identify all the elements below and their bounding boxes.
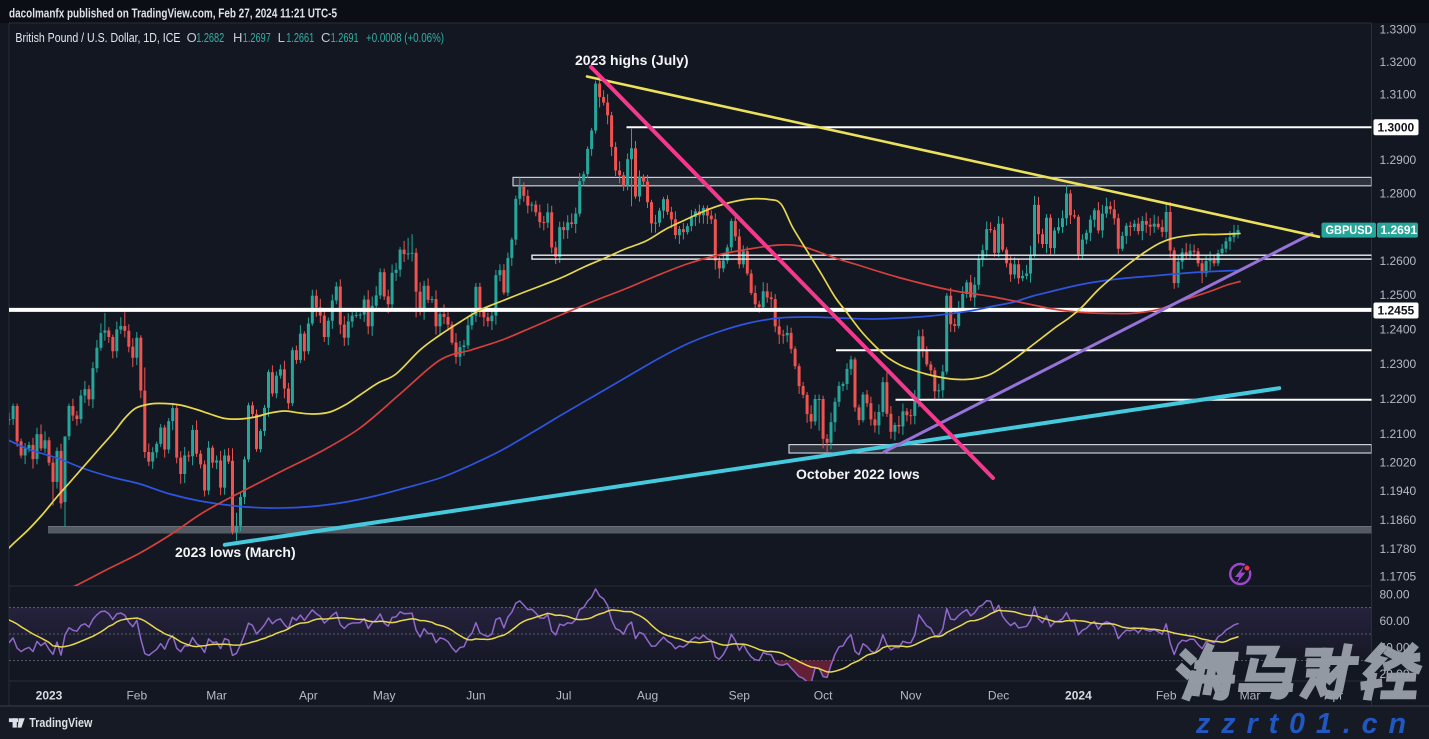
- svg-text:Dec: Dec: [988, 689, 1009, 703]
- svg-text:Mar: Mar: [206, 689, 227, 703]
- svg-text:60.00: 60.00: [1380, 614, 1410, 628]
- svg-text:1.2020: 1.2020: [1380, 456, 1417, 470]
- svg-text:Feb: Feb: [126, 689, 147, 703]
- svg-text:+0.0008 (+0.06%): +0.0008 (+0.06%): [366, 30, 444, 45]
- svg-text:1.3000: 1.3000: [1378, 120, 1415, 134]
- svg-text:1.2900: 1.2900: [1380, 153, 1417, 167]
- svg-text:dacolmanfx published on Tradin: dacolmanfx published on TradingView.com,…: [9, 7, 337, 21]
- svg-text:H: H: [233, 30, 242, 45]
- svg-text:2023 lows (March): 2023 lows (March): [175, 544, 296, 560]
- svg-text:1.2691: 1.2691: [331, 30, 359, 45]
- svg-text:Jul: Jul: [556, 689, 571, 703]
- svg-text:Nov: Nov: [900, 689, 921, 703]
- svg-text:1.1860: 1.1860: [1380, 513, 1417, 527]
- svg-text:Feb: Feb: [1156, 689, 1177, 703]
- svg-text:1.1940: 1.1940: [1380, 484, 1417, 498]
- svg-text:1.3200: 1.3200: [1380, 55, 1417, 69]
- svg-text:Apr: Apr: [299, 689, 318, 703]
- svg-text:2023 highs (July): 2023 highs (July): [575, 52, 689, 68]
- svg-text:1.2200: 1.2200: [1380, 392, 1417, 406]
- svg-text:1.2455: 1.2455: [1378, 304, 1415, 318]
- svg-text:TradingView: TradingView: [29, 715, 93, 730]
- svg-text:1.2300: 1.2300: [1380, 357, 1417, 371]
- svg-text:Mar: Mar: [1240, 689, 1261, 703]
- svg-text:O: O: [187, 30, 197, 45]
- svg-text:1.2600: 1.2600: [1380, 254, 1417, 268]
- svg-text:1.1705: 1.1705: [1380, 569, 1417, 583]
- svg-text:1.2400: 1.2400: [1380, 322, 1417, 336]
- svg-text:1.2697: 1.2697: [243, 30, 271, 45]
- svg-text:Jun: Jun: [466, 689, 485, 703]
- svg-text:zzrt01.cn: zzrt01.cn: [1195, 708, 1417, 739]
- svg-text:2023: 2023: [36, 689, 63, 703]
- svg-text:1.2500: 1.2500: [1380, 288, 1417, 302]
- svg-text:1.2100: 1.2100: [1380, 427, 1417, 441]
- svg-text:1.2800: 1.2800: [1380, 187, 1417, 201]
- svg-text:Sep: Sep: [729, 689, 751, 703]
- svg-text:2024: 2024: [1065, 689, 1092, 703]
- svg-text:1.2691: 1.2691: [1381, 223, 1418, 237]
- svg-text:Aug: Aug: [637, 689, 658, 703]
- svg-text:1.1780: 1.1780: [1380, 542, 1417, 556]
- svg-text:1.2682: 1.2682: [196, 30, 224, 45]
- svg-text:80.00: 80.00: [1380, 587, 1410, 601]
- svg-text:May: May: [373, 689, 396, 703]
- svg-text:C: C: [321, 30, 330, 45]
- svg-text:GBPUSD: GBPUSD: [1326, 225, 1373, 237]
- svg-text:Oct: Oct: [814, 689, 833, 703]
- svg-text:British Pound / U.S. Dollar, 1: British Pound / U.S. Dollar, 1D, ICE: [15, 30, 180, 45]
- svg-text:1.3300: 1.3300: [1380, 23, 1417, 37]
- svg-text:1.3100: 1.3100: [1380, 87, 1417, 101]
- svg-text:1.2661: 1.2661: [286, 30, 314, 45]
- svg-text:October 2022 lows: October 2022 lows: [796, 466, 920, 482]
- svg-text:L: L: [278, 30, 285, 45]
